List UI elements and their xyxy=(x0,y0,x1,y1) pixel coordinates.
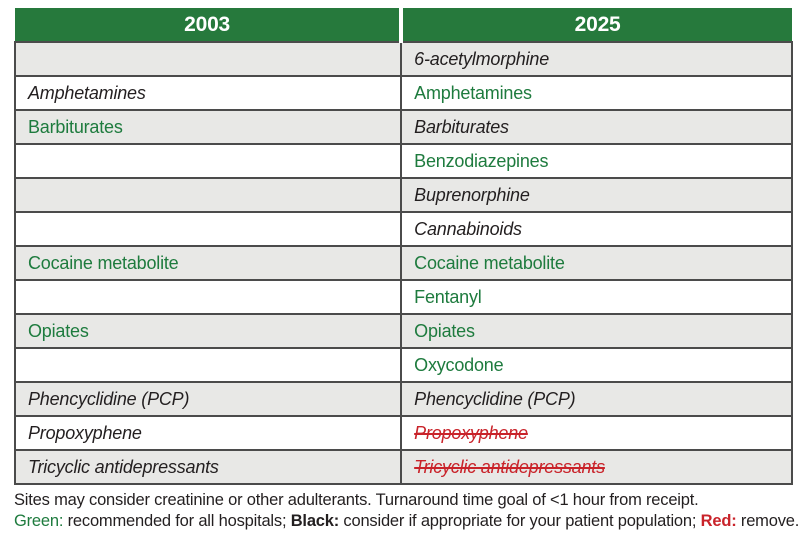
cell-2025: Cannabinoids xyxy=(400,211,793,247)
table-row: Opiates Opiates xyxy=(13,313,793,349)
cell-2025: Cocaine metabolite xyxy=(400,245,793,281)
footnote: Sites may consider creatinine or other a… xyxy=(14,490,800,532)
cell-2003: Opiates xyxy=(13,313,403,349)
cell-2025: Fentanyl xyxy=(400,279,793,315)
table-row: Benzodiazepines xyxy=(13,143,793,179)
cell-2025: Benzodiazepines xyxy=(400,143,793,179)
cell-2025: Amphetamines xyxy=(400,75,793,111)
cell-2003 xyxy=(13,211,403,247)
cell-2003: Cocaine metabolite xyxy=(13,245,403,281)
table-row: Amphetamines Amphetamines xyxy=(13,75,793,111)
table-row: Phencyclidine (PCP) Phencyclidine (PCP) xyxy=(13,381,793,417)
header-row: 2003 2025 xyxy=(15,8,792,42)
footnote-line-1: Sites may consider creatinine or other a… xyxy=(14,491,699,509)
table-row: Buprenorphine xyxy=(13,177,793,213)
cell-2003: Barbiturates xyxy=(13,109,403,145)
legend-black-text: consider if appropriate for your patient… xyxy=(339,512,701,530)
cell-2003: Tricyclic antidepressants xyxy=(13,449,403,485)
cell-2003 xyxy=(13,347,403,383)
cell-2025: Buprenorphine xyxy=(400,177,793,213)
cell-2025: Propoxyphene xyxy=(400,415,793,451)
cell-2025: Opiates xyxy=(400,313,793,349)
cell-2025: Phencyclidine (PCP) xyxy=(400,381,793,417)
table-row: Fentanyl xyxy=(13,279,793,315)
table-row: Tricyclic antidepressants Tricyclic anti… xyxy=(13,449,793,485)
cell-2003 xyxy=(13,177,403,213)
table-row: Oxycodone xyxy=(13,347,793,383)
cell-2003 xyxy=(13,279,403,315)
cell-2025: 6-acetylmorphine xyxy=(400,41,793,77)
cell-2003: Amphetamines xyxy=(13,75,403,111)
column-header-2003: 2003 xyxy=(15,8,402,42)
table-row: Barbiturates Barbiturates xyxy=(13,109,793,145)
legend-green-text: recommended for all hospitals; xyxy=(63,512,291,530)
table-row: Cannabinoids xyxy=(13,211,793,247)
table-row: 6-acetylmorphine xyxy=(13,41,793,77)
cell-2025: Tricyclic antidepressants xyxy=(400,449,793,485)
legend-green-label: Green: xyxy=(14,512,64,530)
cell-2025: Oxycodone xyxy=(400,347,793,383)
cell-2025: Barbiturates xyxy=(400,109,793,145)
cell-2003 xyxy=(13,143,403,179)
cell-2003 xyxy=(13,41,403,77)
table-row: Cocaine metabolite Cocaine metabolite xyxy=(13,245,793,281)
table-row: Propoxyphene Propoxyphene xyxy=(13,415,793,451)
legend-red-text: remove. xyxy=(736,512,800,530)
legend-red-label: Red: xyxy=(700,512,737,530)
drug-panel-table: 2003 2025 6-acetylmorphine Amphetamines … xyxy=(13,8,793,485)
legend-black-label: Black: xyxy=(290,512,340,530)
footnote-legend: Green: recommended for all hospitals; Bl… xyxy=(14,511,800,532)
column-header-2025: 2025 xyxy=(399,8,792,42)
cell-2003: Propoxyphene xyxy=(13,415,403,451)
cell-2003: Phencyclidine (PCP) xyxy=(13,381,403,417)
drug-panel-figure: 2003 2025 6-acetylmorphine Amphetamines … xyxy=(13,8,793,485)
